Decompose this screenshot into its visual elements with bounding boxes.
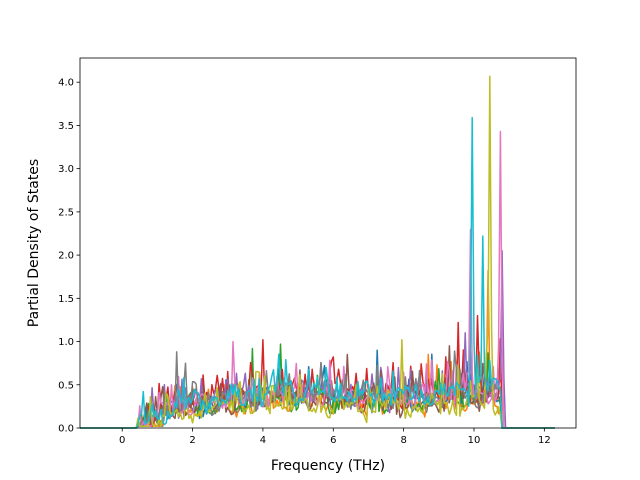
y-tick-label: 0.5	[58, 380, 74, 391]
y-tick-label: 1.5	[58, 294, 74, 305]
x-tick-label: 10	[468, 435, 481, 446]
y-tick-label: 3.5	[58, 121, 74, 132]
y-tick-label: 4.0	[58, 78, 74, 89]
y-tick-label: 0.0	[58, 424, 74, 435]
x-tick-label: 2	[189, 435, 195, 446]
x-axis-title: Frequency (THz)	[271, 458, 385, 474]
x-tick-label: 8	[400, 435, 406, 446]
x-tick-label: 12	[538, 435, 551, 446]
y-axis-ticks: 0.0 0.5 1.0 1.5 2.0 2.5 3.0 3.5 4.0	[58, 78, 80, 435]
series-layer	[80, 75, 555, 429]
y-tick-label: 2.5	[58, 207, 74, 218]
series-10-line	[80, 116, 555, 429]
x-tick-label: 6	[330, 435, 336, 446]
plot-frame	[79, 57, 577, 429]
x-tick-label: 0	[119, 435, 125, 446]
y-axis-title: Partial Density of States	[26, 159, 42, 327]
x-axis-ticks: 0 2 4 6 8 10 12	[119, 428, 551, 446]
x-tick-label: 4	[260, 435, 266, 446]
y-tick-label: 2.0	[58, 251, 74, 262]
y-tick-label: 1.0	[58, 337, 74, 348]
y-tick-label: 3.0	[58, 164, 74, 175]
